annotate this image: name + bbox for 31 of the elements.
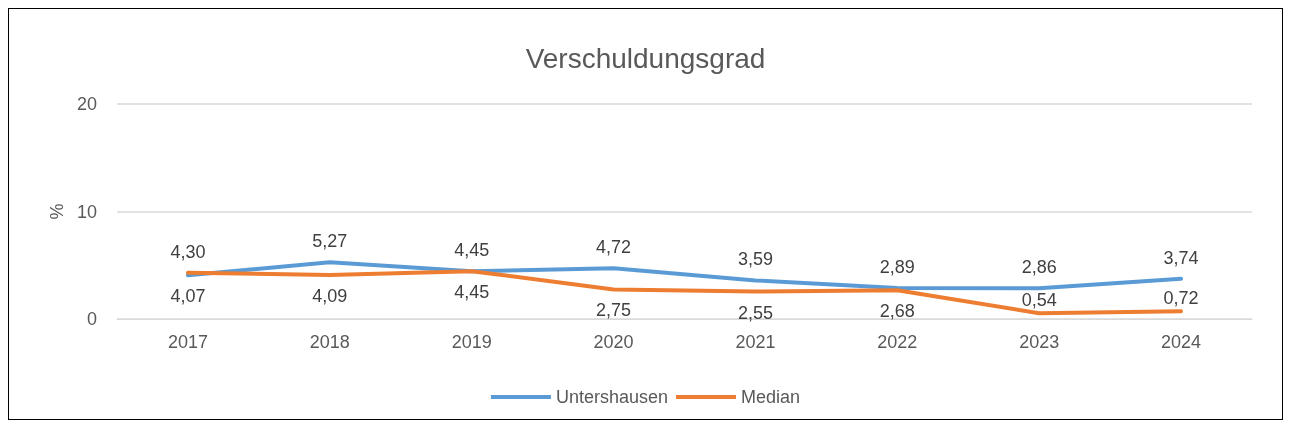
data-label: 5,27 — [312, 231, 348, 252]
data-label: 2,55 — [737, 302, 773, 323]
x-tick-label: 2023 — [1019, 332, 1060, 352]
y-axis-title: % — [47, 203, 68, 220]
data-label: 0,72 — [1163, 288, 1199, 309]
y-tick-label: 0 — [86, 309, 97, 329]
data-label: 4,45 — [454, 240, 490, 261]
data-label: 0,54 — [1021, 290, 1057, 311]
data-label: 2,86 — [1021, 257, 1057, 278]
x-tick-label: 2018 — [309, 332, 350, 352]
x-tick-label: 2022 — [877, 332, 918, 352]
data-label: 2,75 — [596, 300, 632, 321]
data-label: 4,30 — [170, 241, 206, 262]
data-label: 4,09 — [312, 286, 348, 307]
x-tick-label: 2019 — [451, 332, 492, 352]
legend-label: Untershausen — [555, 387, 669, 407]
y-tick-label: 10 — [76, 201, 97, 222]
data-label: 4,45 — [454, 282, 490, 303]
data-label: 3,74 — [1163, 247, 1199, 268]
x-tick-label: 2024 — [1161, 332, 1202, 352]
x-tick-label: 2021 — [735, 332, 776, 352]
data-label: 3,59 — [737, 249, 773, 270]
data-label: 2,89 — [879, 256, 915, 277]
chart-title: Verschuldungsgrad — [525, 42, 766, 74]
legend-label: Median — [741, 387, 801, 407]
x-tick-label: 2020 — [593, 332, 634, 352]
x-tick-label: 2017 — [167, 332, 208, 352]
data-label: 4,07 — [170, 286, 206, 307]
data-label: 4,72 — [596, 237, 632, 258]
y-tick-label: 20 — [76, 94, 97, 114]
data-label: 2,68 — [879, 301, 915, 322]
